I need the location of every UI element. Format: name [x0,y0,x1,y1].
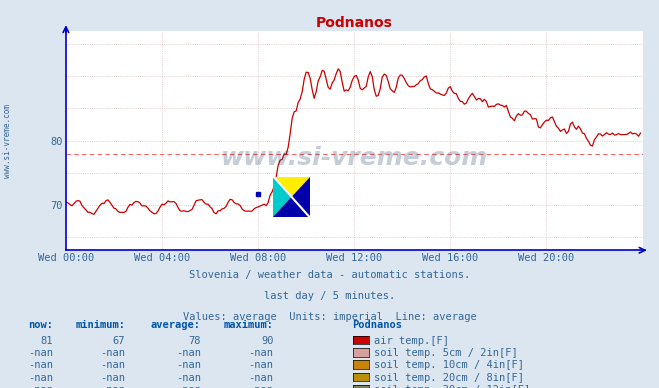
Text: now:: now: [28,320,53,330]
Text: 78: 78 [188,336,201,346]
Text: last day / 5 minutes.: last day / 5 minutes. [264,291,395,301]
Text: -nan: -nan [100,360,125,371]
Text: -nan: -nan [176,360,201,371]
Text: -nan: -nan [100,373,125,383]
Text: -nan: -nan [176,373,201,383]
Text: www.si-vreme.com: www.si-vreme.com [221,146,488,170]
Text: -nan: -nan [28,373,53,383]
Text: average:: average: [151,320,201,330]
Text: -nan: -nan [100,348,125,358]
Text: -nan: -nan [248,348,273,358]
Text: -nan: -nan [28,360,53,371]
Text: www.si-vreme.com: www.si-vreme.com [3,104,13,178]
Text: 90: 90 [261,336,273,346]
Text: -nan: -nan [248,360,273,371]
Text: Values: average  Units: imperial  Line: average: Values: average Units: imperial Line: av… [183,312,476,322]
Title: Podnanos: Podnanos [316,16,393,30]
Text: -nan: -nan [248,385,273,388]
Text: minimum:: minimum: [75,320,125,330]
Text: Podnanos: Podnanos [353,320,403,330]
Polygon shape [273,177,291,217]
Text: 67: 67 [113,336,125,346]
Polygon shape [273,177,310,217]
Text: -nan: -nan [28,348,53,358]
Text: 81: 81 [40,336,53,346]
Text: -nan: -nan [100,385,125,388]
Text: -nan: -nan [176,348,201,358]
Text: soil temp. 5cm / 2in[F]: soil temp. 5cm / 2in[F] [374,348,518,358]
Text: -nan: -nan [176,385,201,388]
Text: soil temp. 20cm / 8in[F]: soil temp. 20cm / 8in[F] [374,373,525,383]
Polygon shape [273,177,310,217]
Text: soil temp. 30cm / 12in[F]: soil temp. 30cm / 12in[F] [374,385,530,388]
Text: -nan: -nan [248,373,273,383]
Text: Slovenia / weather data - automatic stations.: Slovenia / weather data - automatic stat… [189,270,470,280]
Text: air temp.[F]: air temp.[F] [374,336,449,346]
Text: -nan: -nan [28,385,53,388]
Text: maximum:: maximum: [223,320,273,330]
Text: soil temp. 10cm / 4in[F]: soil temp. 10cm / 4in[F] [374,360,525,371]
